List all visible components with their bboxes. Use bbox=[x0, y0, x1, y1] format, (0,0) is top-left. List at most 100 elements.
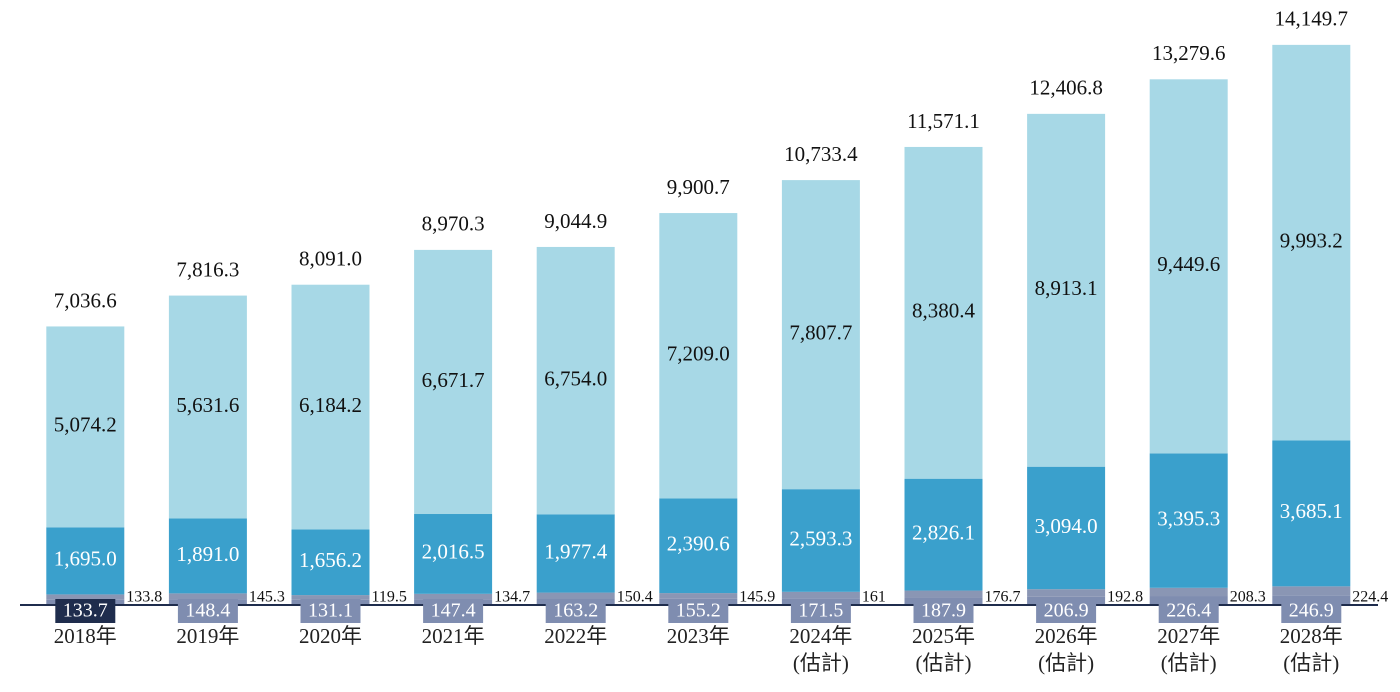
bar-segment bbox=[1272, 440, 1351, 587]
total-label: 7,816.3 bbox=[176, 257, 239, 281]
value-label: 208.3 bbox=[1230, 589, 1266, 606]
x-tick-label: 2028年 (估計) bbox=[1279, 624, 1343, 675]
value-label-box bbox=[545, 599, 606, 623]
total-label: 7,036.6 bbox=[54, 288, 117, 312]
bar-segment bbox=[904, 478, 983, 591]
value-label: 3,685.1 bbox=[1280, 499, 1343, 523]
x-tick-label: 2018年 bbox=[53, 624, 117, 648]
total-label: 8,091.0 bbox=[299, 247, 362, 271]
bar-segment bbox=[414, 249, 493, 515]
value-label: 1,891.0 bbox=[176, 542, 239, 566]
value-label: 3,094.0 bbox=[1035, 514, 1098, 538]
bar-segment bbox=[291, 595, 370, 600]
value-label: 2,826.1 bbox=[912, 520, 975, 544]
bar-segment bbox=[168, 593, 247, 600]
x-tick-label: 2021年 bbox=[421, 624, 485, 648]
value-label: 6,754.0 bbox=[544, 366, 607, 390]
bar-segment bbox=[1272, 44, 1351, 441]
value-label: 163.2 bbox=[553, 600, 598, 622]
value-label: 1,656.2 bbox=[299, 548, 362, 572]
value-label: 133.7 bbox=[63, 600, 108, 622]
value-label-box bbox=[1036, 599, 1097, 623]
bar-segment bbox=[168, 518, 247, 594]
value-label: 1,977.4 bbox=[544, 539, 608, 563]
x-tick-label: 2023年 bbox=[666, 624, 730, 648]
bar-segment bbox=[414, 514, 493, 594]
bar-segment bbox=[659, 593, 738, 599]
bar-segment bbox=[46, 594, 125, 600]
bar-segment bbox=[414, 593, 493, 600]
value-label: 147.4 bbox=[431, 600, 476, 622]
bar-segment bbox=[536, 246, 615, 515]
x-tick-label: 2025年 (估計) bbox=[912, 624, 975, 675]
bar-segment bbox=[536, 514, 615, 593]
value-label: 6,184.2 bbox=[299, 393, 362, 417]
value-label-box bbox=[913, 599, 974, 623]
bar-segment bbox=[46, 326, 125, 528]
x-tick-label: 2019年 bbox=[176, 624, 240, 648]
x-tick-label: 2026年 (估計) bbox=[1034, 624, 1098, 675]
bar-segment bbox=[1149, 453, 1228, 588]
bar-segment bbox=[1149, 587, 1228, 597]
value-label-box bbox=[1281, 599, 1342, 623]
value-label: 2,390.6 bbox=[667, 532, 730, 556]
value-label: 161 bbox=[862, 589, 886, 606]
value-label: 150.4 bbox=[617, 589, 653, 606]
x-tick-label: 2027年 (估計) bbox=[1157, 624, 1221, 675]
value-label: 148.4 bbox=[185, 600, 230, 622]
bar-segment bbox=[1149, 79, 1228, 454]
bar-segment bbox=[46, 527, 125, 595]
value-label-box bbox=[668, 599, 729, 623]
value-label: 8,380.4 bbox=[912, 299, 976, 323]
value-label: 2,016.5 bbox=[422, 540, 485, 564]
bar-segment bbox=[291, 284, 370, 530]
value-label-box bbox=[55, 599, 116, 623]
value-label: 134.7 bbox=[494, 589, 530, 606]
total-label: 9,900.7 bbox=[667, 175, 730, 199]
value-label: 7,209.0 bbox=[667, 342, 730, 366]
x-tick-label: 2022年 bbox=[544, 624, 608, 648]
value-label: 155.2 bbox=[676, 600, 721, 622]
bar-segment bbox=[781, 180, 860, 490]
bar-segment bbox=[291, 529, 370, 596]
total-label: 9,044.9 bbox=[544, 209, 607, 233]
value-label: 171.5 bbox=[798, 600, 843, 622]
x-tick-label: 2020年 bbox=[299, 624, 362, 648]
bar-segment bbox=[781, 591, 860, 599]
value-label-box bbox=[300, 599, 361, 623]
bar-segment bbox=[659, 498, 738, 594]
value-label: 7,807.7 bbox=[789, 320, 852, 344]
value-label: 9,993.2 bbox=[1280, 228, 1343, 252]
x-tick-label: 2024年 (估計) bbox=[789, 624, 853, 675]
total-label: 11,571.1 bbox=[907, 109, 980, 133]
value-label: 1,695.0 bbox=[54, 547, 117, 571]
value-label: 9,449.6 bbox=[1157, 252, 1220, 276]
value-label: 206.9 bbox=[1044, 600, 1089, 622]
value-label: 176.7 bbox=[985, 589, 1021, 606]
total-label: 12,406.8 bbox=[1029, 76, 1103, 100]
total-label: 13,279.6 bbox=[1152, 41, 1226, 65]
value-label: 145.3 bbox=[249, 589, 285, 606]
value-label: 187.9 bbox=[921, 600, 966, 622]
value-label: 6,671.7 bbox=[422, 368, 485, 392]
bar-segment bbox=[659, 213, 738, 499]
total-label: 14,149.7 bbox=[1275, 7, 1349, 31]
total-label: 8,970.3 bbox=[422, 212, 485, 236]
value-label: 3,395.3 bbox=[1157, 506, 1220, 530]
value-label: 226.4 bbox=[1166, 600, 1211, 622]
value-label: 119.5 bbox=[372, 589, 407, 606]
value-label-box bbox=[1158, 599, 1219, 623]
bar-segment bbox=[168, 295, 247, 519]
bar-segment bbox=[1027, 113, 1106, 467]
value-label-box bbox=[423, 599, 484, 623]
value-label-box bbox=[790, 599, 851, 623]
value-label: 5,074.2 bbox=[54, 413, 117, 437]
bar-segment bbox=[781, 489, 860, 592]
value-label: 224.4 bbox=[1352, 589, 1388, 606]
bar-segment bbox=[1272, 586, 1351, 596]
bar-segment bbox=[1027, 589, 1106, 597]
value-label: 145.9 bbox=[739, 589, 775, 606]
total-label: 10,733.4 bbox=[784, 142, 858, 166]
value-label: 5,631.6 bbox=[176, 393, 239, 417]
